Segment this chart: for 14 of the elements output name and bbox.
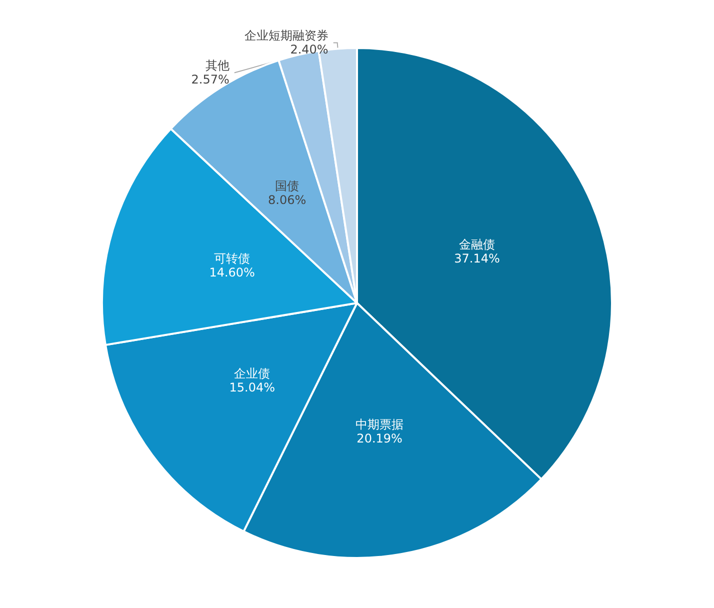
slice-label: 企业债 bbox=[234, 366, 270, 381]
slice-label: 企业短期融资券 bbox=[244, 28, 328, 43]
data-label: 2.40% bbox=[290, 42, 328, 57]
data-label: 2.57% bbox=[191, 72, 230, 87]
slice-label: 中期票据 bbox=[356, 418, 404, 432]
slice-label: 金融债 bbox=[458, 238, 495, 252]
slice-label: 其他 bbox=[205, 58, 230, 73]
data-label: 15.04% bbox=[229, 380, 276, 395]
data-label: 8.06% bbox=[268, 192, 306, 207]
data-label: 37.14% bbox=[454, 252, 500, 266]
slice-label: 国债 bbox=[275, 178, 300, 193]
data-label: 14.60% bbox=[209, 265, 255, 280]
slice-label: 可转债 bbox=[214, 251, 250, 266]
data-label: 20.19% bbox=[356, 432, 402, 446]
